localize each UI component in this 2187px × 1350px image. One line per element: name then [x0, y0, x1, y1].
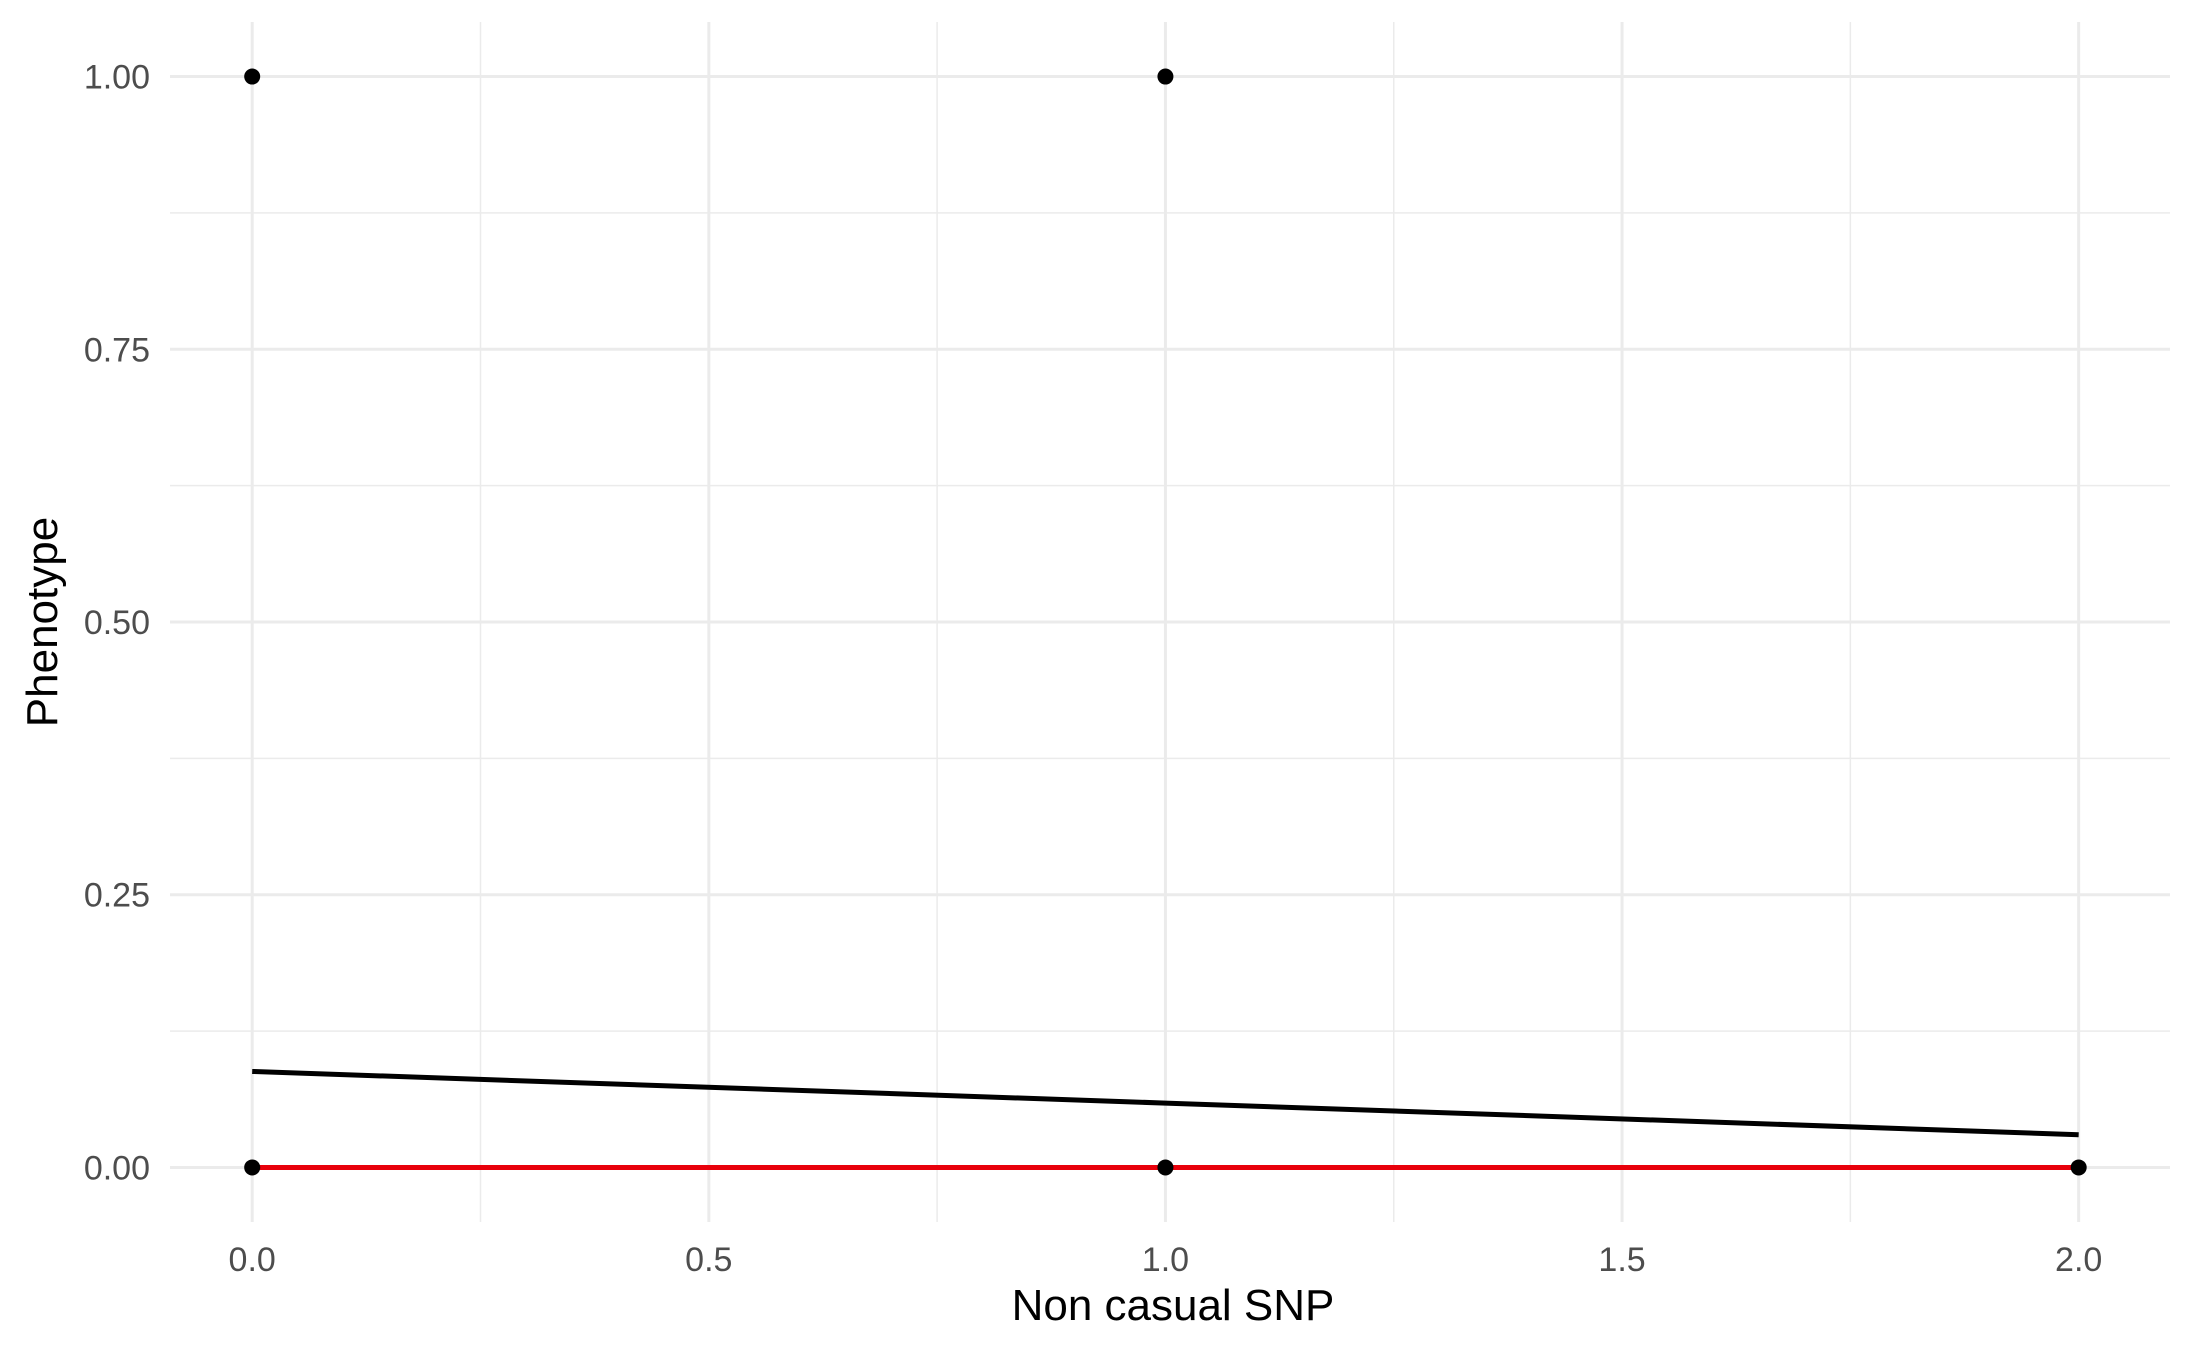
x-axis-ticks: 0.0 0.5 1.0 1.5 2.0: [229, 1241, 2103, 1279]
data-points: [244, 68, 2087, 1176]
y-tick-label: 0.75: [84, 331, 150, 369]
major-gridlines: [170, 22, 2170, 1222]
data-point: [244, 68, 261, 85]
minor-gridlines: [170, 22, 2170, 1222]
x-tick-label: 0.0: [229, 1241, 276, 1279]
x-tick-label: 0.5: [685, 1241, 732, 1279]
x-tick-label: 1.0: [1142, 1241, 1189, 1279]
x-tick-label: 2.0: [2055, 1241, 2102, 1279]
y-tick-label: 0.50: [84, 604, 150, 642]
y-axis-title: Phenotype: [18, 517, 67, 727]
data-point: [1157, 68, 1174, 85]
y-axis-ticks: 0.00 0.25 0.50 0.75 1.00: [84, 59, 150, 1188]
x-axis-title: Non casual SNP: [1012, 1281, 1335, 1330]
y-tick-label: 0.25: [84, 877, 150, 915]
y-tick-label: 1.00: [84, 59, 150, 97]
data-point: [1157, 1159, 1174, 1176]
y-tick-label: 0.00: [84, 1149, 150, 1187]
data-point: [2070, 1159, 2087, 1176]
fit-line: [252, 1068, 2079, 1138]
x-tick-label: 1.5: [1598, 1241, 1645, 1279]
data-point: [244, 1159, 261, 1176]
